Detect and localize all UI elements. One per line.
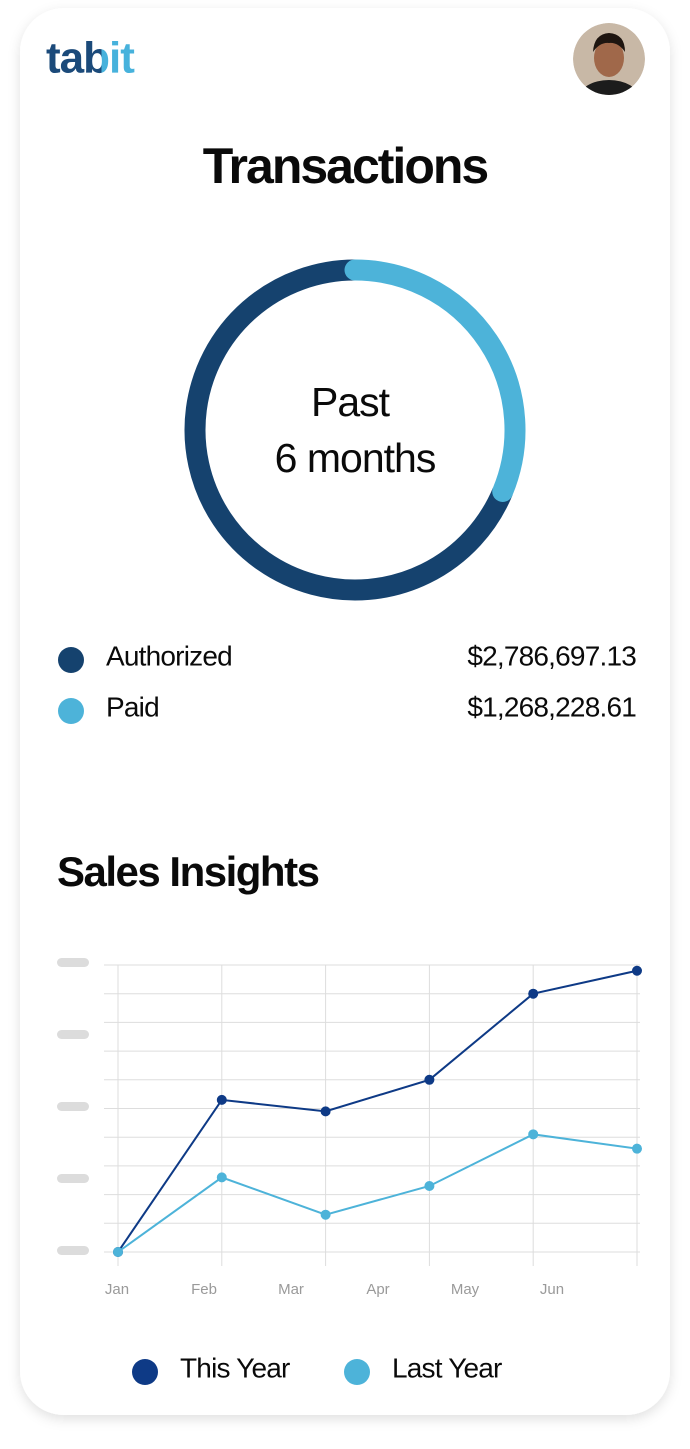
x-tick-label: Feb [191,1281,217,1298]
point [113,1247,123,1257]
title: Transactions [203,138,488,194]
legend-label: Last Year [392,1352,502,1383]
center-label: 6 months [275,435,436,481]
legend-label: This Year [180,1352,290,1383]
amount: $2,786,697.13 [467,640,636,671]
donut-segment [344,259,526,502]
point [320,1209,331,1220]
point [424,1180,435,1191]
point [528,1129,539,1140]
y-axis-placeholders [57,958,89,1255]
legend-label: Paid [106,691,159,722]
x-tick-label: May [451,1281,480,1298]
point [528,988,539,999]
x-tick-label: Jan [105,1281,129,1298]
donut-segment [184,259,513,601]
line [117,969,638,1253]
x-tick-label: Mar [278,1281,304,1298]
legend-swatch [58,647,84,673]
point [632,965,642,976]
point [632,1143,642,1154]
point [216,1094,227,1105]
point [320,1106,331,1117]
point [216,1172,227,1183]
point [424,1074,435,1085]
avatar[interactable] [573,23,645,116]
amount: $1,268,228.61 [467,691,636,722]
legend-swatch [58,698,84,724]
line [117,1133,638,1253]
center-label: Past [311,379,391,425]
legend-swatch [132,1359,158,1385]
x-tick-label: Apr [366,1281,389,1298]
logo[interactable]: tabit [46,34,136,83]
x-tick-label: Jun [540,1281,564,1298]
legend-swatch [344,1359,370,1385]
legend-label: Authorized [106,640,232,671]
section-title: Sales Insights [57,848,319,895]
